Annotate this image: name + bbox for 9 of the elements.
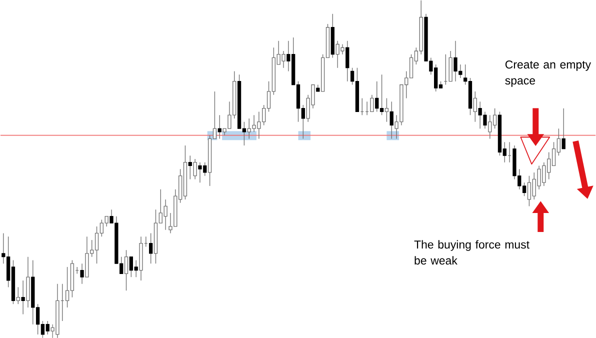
candlestick [448, 50, 452, 82]
candlestick [473, 91, 477, 122]
annotation: Create an empty space [505, 60, 591, 87]
candlestick [124, 250, 128, 291]
annotation: The buying force must be weak [414, 240, 530, 264]
candlestick [26, 256, 30, 308]
candlestick [384, 98, 389, 122]
candlestick [16, 286, 20, 304]
candlestick [193, 158, 197, 180]
